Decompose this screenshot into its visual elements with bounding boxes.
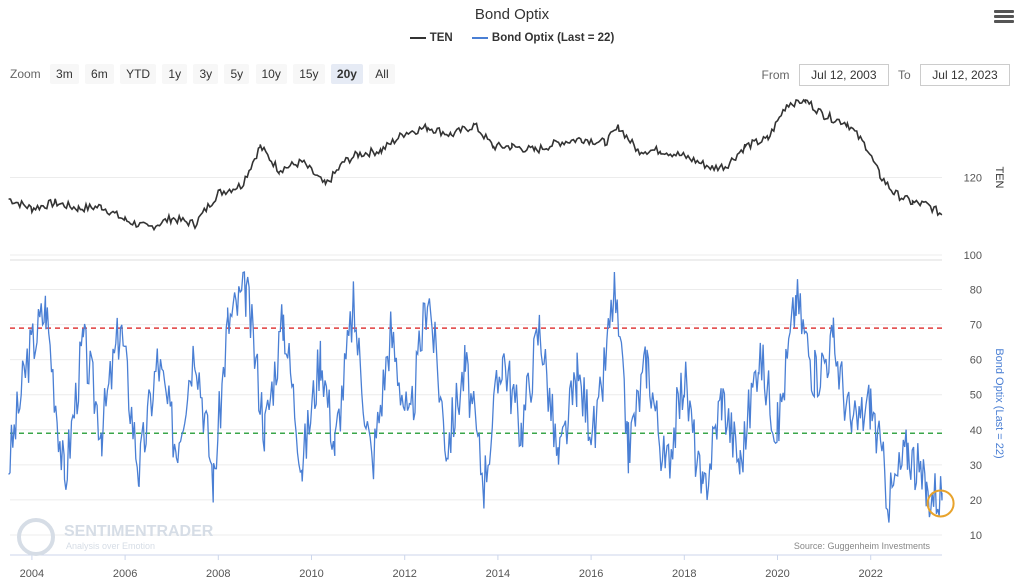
- x-tick-label: 2008: [206, 568, 230, 580]
- zoom-bar: Zoom 3m 6m YTD 1y 3y 5y 10y 15y 20y All: [10, 64, 398, 84]
- range-to-label: To: [897, 68, 911, 82]
- hamburger-menu-icon[interactable]: [994, 8, 1014, 26]
- date-range: From Jul 12, 2003 To Jul 12, 2023: [762, 64, 1017, 86]
- y-tick-label: 30: [970, 460, 982, 472]
- y-tick-label: 40: [970, 425, 982, 437]
- watermark-tagline: Analysis over Emotion: [66, 541, 155, 551]
- x-tick-label: 2004: [20, 568, 44, 580]
- legend-item-bond-optix[interactable]: Bond Optix (Last = 22): [471, 32, 615, 44]
- y-tick-label: 70: [970, 320, 982, 332]
- legend-label-bond-optix: Bond Optix (Last = 22): [491, 32, 615, 44]
- y-axis-title: TEN: [993, 167, 1005, 189]
- legend-swatch-bond-optix: [471, 36, 488, 39]
- y-tick-label: 120: [964, 173, 982, 185]
- x-tick-label: 2018: [672, 568, 696, 580]
- zoom-button-6m[interactable]: 6m: [85, 64, 114, 84]
- legend: TEN Bond Optix (Last = 22): [0, 32, 1024, 44]
- zoom-button-3m[interactable]: 3m: [50, 64, 79, 84]
- x-tick-label: 2010: [299, 568, 323, 580]
- zoom-button-1y[interactable]: 1y: [162, 64, 188, 84]
- chart-title: Bond Optix: [474, 6, 550, 23]
- y-tick-label: 80: [970, 285, 982, 297]
- x-tick-label: 2012: [392, 568, 416, 580]
- last-value-highlight-circle: [926, 489, 955, 518]
- y-axis-title: Bond Optix (Last = 22): [993, 348, 1005, 458]
- zoom-button-5y[interactable]: 5y: [224, 64, 250, 84]
- legend-item-ten[interactable]: TEN: [409, 32, 453, 44]
- zoom-label: Zoom: [10, 67, 41, 81]
- series-line-bond-optix: [8, 271, 943, 523]
- x-tick-label: 2014: [486, 568, 510, 580]
- zoom-button-ytd[interactable]: YTD: [120, 64, 157, 84]
- x-tick-label: 2006: [113, 568, 137, 580]
- zoom-button-all[interactable]: All: [369, 64, 395, 84]
- range-from-input[interactable]: Jul 12, 2003: [798, 64, 889, 86]
- y-tick-label: 60: [970, 355, 982, 367]
- zoom-button-20y[interactable]: 20y: [330, 64, 363, 84]
- y-tick-label: 20: [970, 495, 982, 507]
- x-tick-label: 2016: [579, 568, 603, 580]
- zoom-button-15y[interactable]: 15y: [293, 64, 325, 84]
- x-tick-label: 2020: [765, 568, 789, 580]
- y-tick-label: 10: [970, 530, 982, 542]
- legend-label-ten: TEN: [429, 32, 453, 44]
- y-tick-label: 50: [970, 390, 982, 402]
- series-line-ten: [8, 98, 943, 232]
- source-label: Source: Guggenheim Investments: [794, 541, 931, 551]
- zoom-button-3y[interactable]: 3y: [193, 64, 219, 84]
- x-tick-label: 2022: [858, 568, 882, 580]
- y-tick-label: 100: [964, 250, 982, 262]
- watermark-name: SENTIMENTRADER: [64, 523, 214, 540]
- zoom-button-10y[interactable]: 10y: [255, 64, 287, 84]
- legend-swatch-ten: [409, 36, 426, 39]
- range-from-label: From: [761, 68, 790, 82]
- watermark-logo-icon: [17, 518, 55, 556]
- range-to-input[interactable]: Jul 12, 2023: [920, 64, 1010, 86]
